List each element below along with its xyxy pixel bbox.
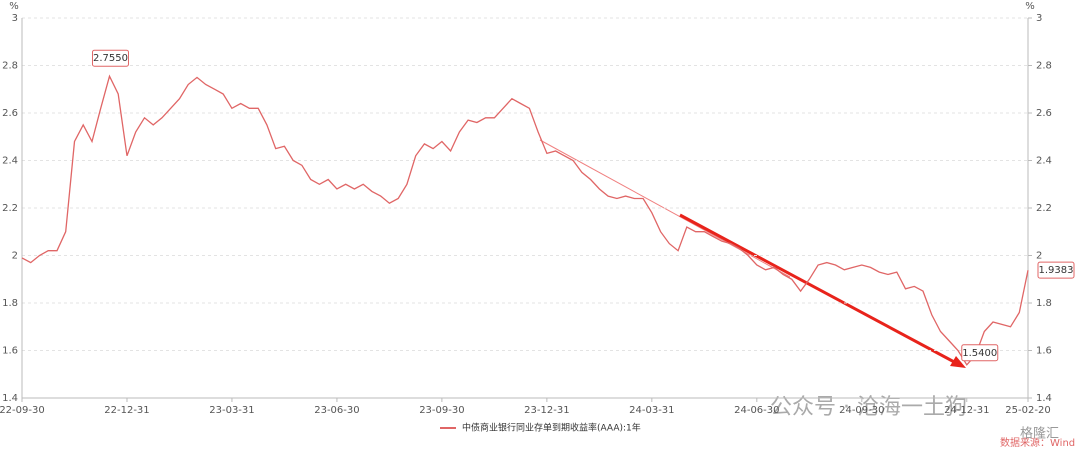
x-tick-label: 25-02-20: [1005, 405, 1050, 416]
x-tick-label: 24-03-31: [629, 405, 674, 416]
trend-arrow: [679, 213, 959, 366]
y-tick-label: 2.8: [2, 61, 18, 72]
legend-label: 中债商业银行同业存单到期收益率(AAA):1年: [462, 422, 641, 434]
y2-tick-label: 3: [1036, 13, 1042, 24]
y2-tick-label: 2.6: [1036, 108, 1052, 119]
value-label-box: [91, 49, 129, 67]
y2-tick-label: 1.4: [1036, 393, 1052, 404]
x-tick-label: 23-03-31: [209, 405, 254, 416]
value-label: 1.9383: [1039, 265, 1074, 276]
line-series: [21, 74, 1029, 366]
value-label: 1.5400: [962, 348, 997, 359]
arrow-head: [950, 356, 966, 368]
y2-tick-label: 2.8: [1036, 61, 1052, 72]
y-tick-label: 1.4: [2, 393, 18, 404]
x-tick-label: 22-09-30: [0, 405, 45, 416]
y2-tick-label: 1.6: [1036, 346, 1052, 357]
y-tick-label: 2.4: [2, 156, 18, 167]
x-tick-label: 23-06-30: [314, 405, 359, 416]
x-tick-label: 24-12-31: [944, 405, 989, 416]
y2-tick-label: 2.4: [1036, 156, 1052, 167]
y2-tick-label: 2.2: [1036, 203, 1052, 214]
y-tick-label: 2.2: [2, 203, 18, 214]
source: 数据来源：Wind: [1000, 436, 1075, 449]
y-unit: %: [9, 1, 19, 12]
y-tick-label: 1.6: [2, 346, 18, 357]
y-tick-label: 2: [12, 251, 18, 262]
y-tick-label: 1.8: [2, 298, 18, 309]
x-tick-label: 24-06-30: [734, 405, 779, 416]
brand: 格隆汇: [1020, 426, 1059, 442]
y2-tick-label: 1.8: [1036, 298, 1052, 309]
watermark: 公众号 · 沧海一土狗: [770, 395, 967, 420]
x-tick-label: 22-12-31: [104, 405, 149, 416]
x-tick-label: 23-09-30: [419, 405, 464, 416]
x-tick-label: 23-12-31: [524, 405, 569, 416]
y-tick-label: 2.6: [2, 108, 18, 119]
value-label: 2.7550: [93, 53, 128, 64]
x-tick-label: 24-09-30: [839, 405, 884, 416]
y-tick-label: 3: [12, 13, 18, 24]
y2-tick-label: 2: [1036, 251, 1042, 262]
value-label-box: [961, 344, 999, 362]
y2-unit: %: [1025, 1, 1035, 12]
value-label-box: [1037, 261, 1075, 279]
